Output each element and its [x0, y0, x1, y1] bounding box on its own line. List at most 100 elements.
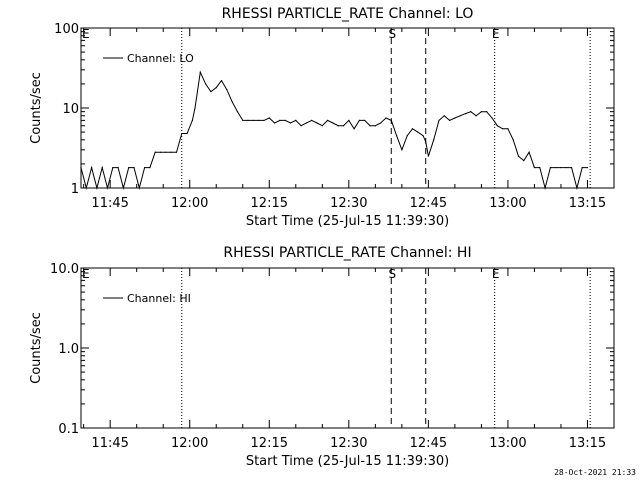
- data-point: [191, 119, 193, 121]
- data-point: [369, 125, 371, 127]
- data-point: [128, 166, 130, 169]
- data-point: [464, 113, 467, 115]
- x-tick-label: 12:15: [251, 196, 288, 211]
- data-point: [342, 125, 345, 127]
- data-point: [544, 187, 546, 189]
- data-point: [85, 187, 87, 189]
- data-point: [555, 166, 557, 169]
- data-point: [358, 119, 361, 121]
- data-point: [586, 166, 589, 169]
- data-point: [491, 117, 493, 119]
- data-point: [186, 132, 188, 135]
- data-point: [401, 149, 403, 151]
- data-point: [486, 111, 488, 113]
- event-marker-label: S: [388, 267, 396, 281]
- data-point: [425, 141, 427, 143]
- data-point: [199, 71, 201, 73]
- data-point: [305, 122, 307, 124]
- data-point: [149, 166, 151, 169]
- data-point: [215, 86, 217, 89]
- event-marker-label: E: [492, 27, 500, 41]
- data-point: [263, 119, 265, 121]
- data-point: [181, 132, 183, 135]
- data-point: [247, 119, 249, 121]
- data-point: [502, 128, 504, 130]
- data-point: [380, 122, 382, 124]
- data-point: [353, 128, 355, 130]
- data-point: [165, 151, 167, 153]
- data-point: [284, 119, 286, 121]
- data-point: [337, 125, 339, 127]
- series-line-channel-lo: [80, 70, 588, 190]
- data-point: [523, 160, 525, 162]
- data-point: [226, 88, 228, 91]
- data-point: [480, 111, 483, 113]
- data-point: [144, 166, 146, 169]
- y-tick-label: 100: [54, 22, 79, 37]
- legend-label: Channel: HI: [127, 292, 191, 305]
- y-axis-label: Counts/sec: [29, 312, 44, 384]
- data-point: [533, 166, 536, 169]
- data-point: [364, 119, 366, 121]
- x-tick-label: 13:00: [489, 196, 526, 211]
- x-tick-label: 13:15: [569, 436, 606, 451]
- data-point: [205, 83, 207, 85]
- x-tick-label: 12:00: [171, 436, 208, 451]
- data-point: [252, 119, 254, 121]
- data-point: [390, 119, 392, 121]
- data-point: [138, 187, 140, 189]
- y-axis-label: Counts/sec: [29, 72, 44, 144]
- data-point: [517, 155, 520, 157]
- data-point: [316, 122, 318, 124]
- data-point: [295, 119, 297, 121]
- x-axis-label: Start Time (25-Jul-15 11:39:30): [246, 454, 449, 469]
- data-point: [454, 117, 456, 119]
- y-tick-label: 1: [71, 182, 79, 197]
- event-marker-label: E: [492, 267, 500, 281]
- edge-marker-label: E: [82, 267, 90, 281]
- x-tick-label: 12:45: [410, 196, 447, 211]
- data-point: [560, 166, 562, 169]
- x-axis-label: Start Time (25-Jul-15 11:39:30): [246, 214, 449, 229]
- y-tick-label: 10.0: [50, 262, 79, 277]
- chart-title: RHESSI PARTICLE_RATE Channel: LO: [222, 6, 474, 22]
- data-point: [507, 128, 509, 130]
- data-point: [528, 151, 530, 153]
- data-point: [122, 187, 125, 189]
- data-point: [438, 119, 440, 121]
- data-point: [576, 187, 578, 189]
- y-tick-label: 10: [62, 102, 79, 117]
- data-point: [96, 187, 98, 189]
- x-tick-label: 13:15: [569, 196, 606, 211]
- data-point: [311, 119, 313, 121]
- x-tick-label: 12:30: [330, 436, 367, 451]
- data-point: [279, 119, 281, 121]
- legend-label: Channel: LO: [127, 52, 194, 65]
- data-point: [448, 119, 451, 121]
- data-point: [395, 135, 398, 137]
- data-point: [422, 135, 424, 137]
- data-point: [101, 166, 103, 169]
- data-point: [236, 111, 239, 113]
- data-point: [220, 80, 223, 82]
- data-point: [549, 166, 551, 169]
- x-tick-label: 12:15: [251, 436, 288, 451]
- y-tick-label: 1.0: [58, 342, 79, 357]
- data-point: [300, 125, 302, 127]
- x-tick-label: 12:45: [410, 436, 447, 451]
- data-point: [565, 166, 567, 169]
- timestamp-label: 28-Oct-2021 21:33: [554, 468, 636, 477]
- x-tick-label: 11:45: [91, 436, 128, 451]
- data-point: [496, 125, 498, 127]
- data-point: [231, 101, 233, 103]
- data-point: [581, 166, 583, 169]
- data-point: [154, 151, 156, 153]
- data-point: [80, 166, 82, 169]
- data-point: [210, 91, 212, 93]
- x-tick-label: 12:30: [330, 196, 367, 211]
- data-point: [539, 166, 541, 169]
- data-point: [159, 151, 162, 153]
- data-point: [348, 119, 350, 121]
- data-point: [106, 187, 109, 189]
